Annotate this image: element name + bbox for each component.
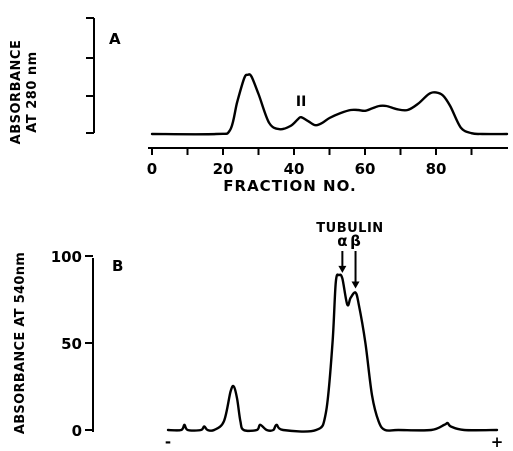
beta-label: β [350,232,361,250]
panel-a-y-axis [86,17,95,134]
panel-b-trace [166,273,499,433]
panel-a: ABSORBANCE AT 280 nm A 0 20 40 60 80 FRACTIO… [9,17,509,195]
panel-a-x-ticks: 0 20 40 60 80 [147,148,473,178]
panel-b-y-ticks: 0 50 100 [51,248,93,440]
panel-a-x-tick-label: 80 [426,160,447,178]
panel-a-label: A [109,30,121,48]
panel-a-ylabel-line2: AT 280 nm [25,51,40,132]
panel-b-y-tick-label: 50 [61,335,82,353]
beta-arrowhead [351,281,360,289]
panel-a-x-tick-label: 40 [284,160,305,178]
panel-b-plus-label: + [491,433,504,447]
panel-a-ylabel-line1: ABSORBANCE [9,40,24,145]
peak-ii-label: II [296,94,306,110]
panel-b-label: B [112,257,123,275]
panel-b-minus-label: - [165,433,171,447]
alpha-arrowhead [338,265,347,273]
panel-b-y-tick-label: 100 [51,248,82,266]
panel-a-x-tick-label: 20 [213,160,234,178]
panel-a-x-tick-label: 60 [355,160,376,178]
panel-b-y-tick-label: 0 [72,422,82,440]
tubulin-label: TUBULIN [316,221,383,236]
panel-a-xlabel: FRACTION NO. [223,177,356,195]
panel-a-trace [150,73,509,136]
alpha-label: α [337,232,347,250]
panel-a-x-tick-label: 0 [147,160,157,178]
panel-b: ABSORBANCE AT 540nm B 0 50 100 - + TUBULIN… [13,221,504,451]
panel-b-ylabel: ABSORBANCE AT 540nm [13,252,28,434]
